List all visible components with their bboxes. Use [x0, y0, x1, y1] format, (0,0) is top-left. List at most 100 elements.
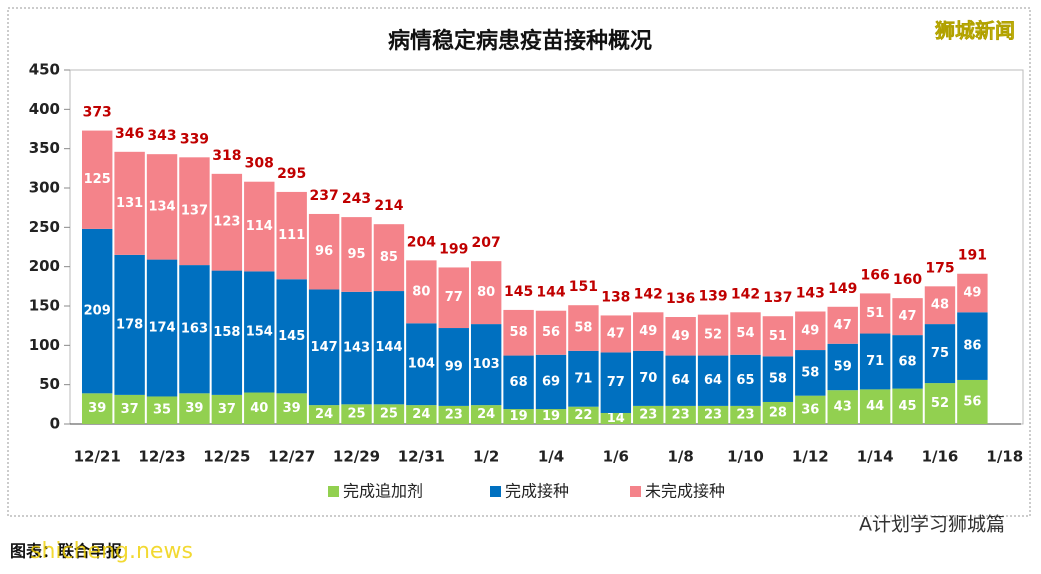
y-tick-label: 250: [29, 218, 60, 236]
total-label: 318: [212, 148, 241, 164]
bar-segment: [730, 405, 761, 424]
watermark: 狮城新闻: [935, 19, 1015, 43]
total-label: 243: [342, 191, 371, 207]
data-label: 143: [343, 341, 370, 356]
x-tick-label: 1/10: [727, 448, 764, 466]
total-label: 149: [828, 281, 857, 297]
total-label: 237: [309, 188, 338, 204]
data-label: 59: [834, 359, 852, 374]
data-label: 24: [412, 407, 430, 422]
total-label: 144: [536, 285, 565, 301]
bar-segment: [957, 379, 988, 424]
bar-segment: [438, 328, 469, 406]
bar-segment: [82, 228, 113, 394]
bar-segment: [308, 213, 340, 290]
data-label: 52: [931, 396, 949, 411]
bar-segment: [406, 323, 437, 406]
bar-segment: [892, 298, 923, 336]
bar-segment: [924, 383, 956, 424]
x-tick-label: 1/16: [922, 448, 959, 466]
bar-segment: [665, 317, 696, 356]
data-label: 24: [315, 407, 333, 422]
total-label: 175: [925, 260, 954, 276]
bar-segment: [114, 151, 145, 255]
data-label: 111: [278, 228, 305, 243]
data-label: 80: [477, 285, 495, 300]
data-label: 47: [834, 318, 852, 333]
bar-segment: [827, 343, 858, 391]
data-label: 103: [473, 357, 500, 372]
y-tick-label: 450: [29, 61, 60, 79]
x-tick-label: 1/4: [538, 448, 564, 466]
bar-segment: [859, 333, 891, 390]
bar-segment: [373, 224, 405, 292]
bar-segment: [827, 306, 858, 344]
y-tick-label: 150: [29, 297, 60, 315]
bar-segment: [146, 259, 178, 397]
total-label: 308: [245, 156, 274, 172]
total-label: 343: [147, 128, 176, 144]
x-tick-label: 1/6: [603, 448, 629, 466]
bar-segment: [730, 354, 761, 406]
bar-segment: [179, 265, 210, 394]
data-label: 58: [574, 321, 592, 336]
total-label: 145: [504, 284, 533, 300]
total-label: 137: [763, 290, 792, 306]
bar-segment: [438, 267, 469, 329]
bar-segment: [795, 311, 826, 351]
data-label: 77: [445, 290, 463, 305]
data-label: 56: [542, 325, 560, 340]
bar-segment: [795, 350, 826, 396]
bar-segment: [827, 390, 858, 424]
data-label: 25: [380, 407, 398, 422]
data-label: 56: [963, 394, 981, 409]
data-label: 23: [445, 407, 463, 422]
data-label: 75: [931, 346, 949, 361]
bar-segment: [924, 286, 956, 325]
data-label: 43: [834, 400, 852, 415]
total-label: 191: [958, 248, 987, 264]
bar-segment: [600, 352, 632, 413]
bar-segment: [795, 395, 826, 424]
data-label: 77: [607, 375, 625, 390]
bar-segment: [633, 350, 664, 406]
data-label: 154: [246, 324, 273, 339]
bar-segment: [665, 355, 696, 406]
source: 图表：联合早报: [10, 542, 122, 561]
data-label: 64: [672, 373, 690, 388]
bar-segment: [568, 305, 599, 351]
total-label: 142: [731, 286, 760, 302]
bar-segment: [924, 324, 956, 384]
data-label: 25: [347, 407, 365, 422]
data-label: 68: [510, 375, 528, 390]
bar-segment: [568, 406, 599, 424]
data-label: 145: [278, 329, 305, 344]
bar-segment: [244, 392, 275, 424]
bar-segment: [406, 260, 437, 324]
data-label: 137: [181, 204, 208, 219]
bar-segment: [341, 404, 372, 424]
data-label: 23: [672, 407, 690, 422]
bar-segment: [762, 356, 794, 402]
bar-segment: [276, 191, 307, 280]
bar-segment: [179, 393, 210, 424]
data-label: 64: [704, 373, 722, 388]
bar-segment: [470, 324, 502, 406]
bar-segment: [633, 405, 664, 424]
bar-segment: [308, 289, 340, 406]
x-tick-label: 1/18: [986, 448, 1023, 466]
data-label: 147: [311, 340, 338, 355]
data-label: 131: [116, 196, 143, 211]
x-tick-label: 1/2: [473, 448, 499, 466]
x-tick-label: 12/21: [74, 448, 121, 466]
data-label: 114: [246, 219, 273, 234]
data-label: 49: [639, 324, 657, 339]
data-label: 104: [408, 357, 435, 372]
x-tick-label: 1/14: [857, 448, 894, 466]
data-label: 23: [639, 407, 657, 422]
data-label: 144: [375, 340, 402, 355]
data-label: 23: [736, 407, 754, 422]
bar-segment: [568, 350, 599, 407]
total-label: 160: [893, 272, 922, 288]
bar-segment: [146, 396, 178, 424]
